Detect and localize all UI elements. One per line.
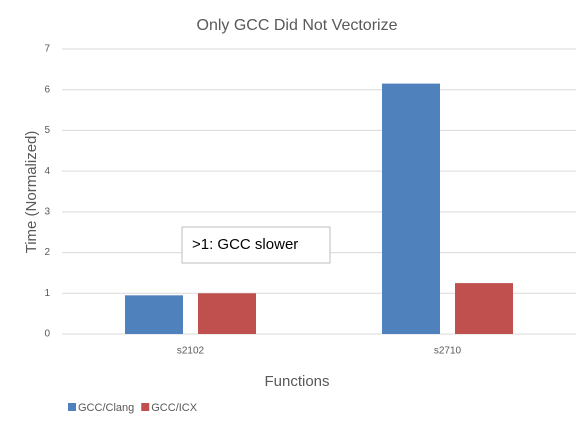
y-tick-label: 5 bbox=[44, 125, 50, 136]
x-tick-label: s2710 bbox=[434, 346, 462, 357]
annotation: >1: GCC slower bbox=[192, 236, 298, 253]
y-tick-label: 0 bbox=[44, 329, 50, 340]
bar bbox=[455, 283, 513, 334]
y-axis-label: Time (Normalized) bbox=[23, 131, 40, 254]
y-tick-label: 4 bbox=[44, 166, 50, 177]
bar bbox=[125, 295, 183, 334]
y-tick-label: 1 bbox=[44, 288, 50, 299]
legend-swatch bbox=[141, 403, 150, 411]
legend-label: GCC/Clang bbox=[78, 402, 134, 414]
bar bbox=[198, 293, 256, 334]
y-tick-label: 7 bbox=[44, 44, 50, 55]
x-axis-label: Functions bbox=[264, 373, 329, 390]
x-tick-label: s2102 bbox=[177, 346, 205, 357]
y-tick-label: 6 bbox=[44, 84, 50, 95]
y-tick-label: 3 bbox=[44, 206, 50, 217]
legend-label: GCC/ICX bbox=[151, 402, 198, 414]
y-tick-label: 2 bbox=[44, 247, 50, 258]
bar bbox=[382, 83, 440, 334]
chart-title: Only GCC Did Not Vectorize bbox=[197, 17, 398, 34]
legend-swatch bbox=[68, 403, 76, 411]
annotation-box bbox=[181, 226, 331, 264]
